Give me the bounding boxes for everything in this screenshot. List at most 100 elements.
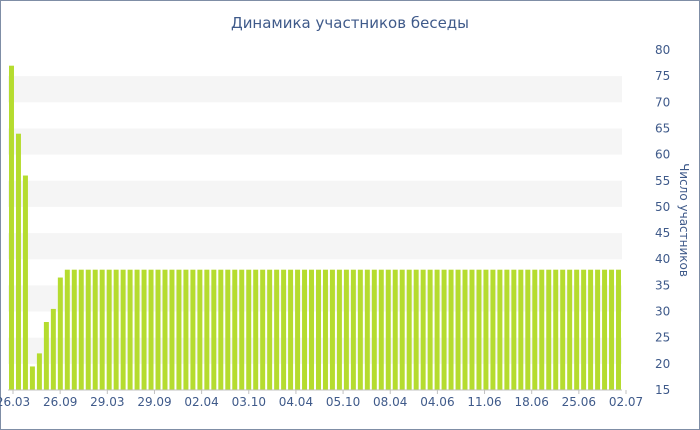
- bar: [29, 366, 35, 390]
- bar: [378, 269, 384, 390]
- bar: [392, 269, 398, 390]
- bar: [420, 269, 426, 390]
- y-tick-label: 20: [655, 357, 670, 371]
- x-tick-label: 26.09: [43, 395, 77, 409]
- bar: [518, 269, 524, 390]
- bar: [120, 269, 126, 390]
- bar: [462, 269, 468, 390]
- grid-band: [8, 76, 622, 103]
- bar: [127, 269, 133, 390]
- bar: [441, 269, 447, 390]
- bar: [99, 269, 105, 390]
- bar: [581, 269, 587, 390]
- y-tick-label: 80: [655, 43, 670, 57]
- bar: [148, 269, 154, 390]
- y-tick-label: 70: [655, 95, 670, 109]
- bar: [134, 269, 140, 390]
- bar: [155, 269, 161, 390]
- x-tick-label: 02.04: [184, 395, 218, 409]
- bar: [469, 269, 475, 390]
- bar: [50, 308, 56, 390]
- y-tick-label: 55: [655, 174, 670, 188]
- bar: [371, 269, 377, 390]
- x-tick-label: 05.10: [326, 395, 360, 409]
- y-axis-label: Число участников: [677, 163, 691, 277]
- x-tick-label: 26.03: [0, 395, 30, 409]
- bar: [190, 269, 196, 390]
- x-tick-label: 04.04: [279, 395, 313, 409]
- bar: [546, 269, 552, 390]
- y-tick-label: 75: [655, 69, 670, 83]
- bar: [183, 269, 189, 390]
- bar: [64, 269, 70, 390]
- bar: [413, 269, 419, 390]
- bar: [602, 269, 608, 390]
- bar: [316, 269, 321, 390]
- bar: [448, 269, 454, 390]
- bar: [336, 269, 342, 390]
- bar: [78, 269, 84, 390]
- bar: [504, 269, 510, 390]
- bar: [57, 277, 63, 390]
- bar: [343, 269, 349, 390]
- bar: [560, 269, 566, 390]
- grid-band: [8, 180, 622, 207]
- bar: [567, 269, 573, 390]
- y-tick-label: 50: [655, 200, 670, 214]
- bar: [253, 269, 259, 390]
- bar: [609, 269, 615, 390]
- bar: [9, 65, 14, 390]
- bar: [483, 269, 489, 390]
- bar: [92, 269, 98, 390]
- y-axis-ticks: 15 20 25 30 35 40 45 50 55 60 65 70 75 80: [655, 43, 670, 397]
- bar: [246, 269, 252, 390]
- bar: [574, 269, 580, 390]
- bar: [22, 175, 28, 390]
- x-tick-label: 11.06: [467, 395, 501, 409]
- bar: [532, 269, 538, 390]
- bar: [36, 353, 42, 390]
- y-tick-label: 45: [655, 226, 670, 240]
- bar: [329, 269, 335, 390]
- bar: [399, 269, 405, 390]
- bar: [141, 269, 147, 390]
- x-axis-ticks: 26.03 26.09 29.03 29.09 02.04 03.10 04.04 05.10…: [0, 390, 643, 409]
- bar: [225, 269, 231, 390]
- bar: [455, 269, 461, 390]
- y-tick-label: 40: [655, 252, 670, 266]
- grid-band: [8, 233, 622, 260]
- x-tick-label: 03.10: [232, 395, 266, 409]
- bar: [288, 269, 294, 390]
- bar: [490, 269, 496, 390]
- bar: [71, 269, 77, 390]
- bar: [197, 269, 203, 390]
- bar: [385, 269, 391, 390]
- bar: [616, 269, 621, 390]
- bar: [553, 269, 559, 390]
- bar: [588, 269, 594, 390]
- grid-band: [8, 128, 622, 155]
- bar: [350, 269, 356, 390]
- bar: [218, 269, 224, 390]
- bar: [406, 269, 412, 390]
- bar: [364, 269, 370, 390]
- bar: [295, 269, 301, 390]
- bar: [525, 269, 531, 390]
- bar: [274, 269, 280, 390]
- bar: [211, 269, 217, 390]
- bar: [15, 133, 21, 390]
- chart-title: Динамика участников беседы: [231, 14, 469, 32]
- x-tick-label: 02.07: [609, 395, 643, 409]
- y-tick-label: 30: [655, 305, 670, 319]
- x-tick-label: 29.09: [137, 395, 171, 409]
- bar: [322, 269, 328, 390]
- bar: [434, 269, 440, 390]
- bar: [169, 269, 175, 390]
- x-tick-label: 29.03: [90, 395, 124, 409]
- x-tick-label: 25.06: [562, 395, 596, 409]
- bar: [239, 269, 245, 390]
- bar: [176, 269, 182, 390]
- y-tick-label: 25: [655, 331, 670, 345]
- bar: [43, 322, 49, 390]
- bar: [357, 269, 363, 390]
